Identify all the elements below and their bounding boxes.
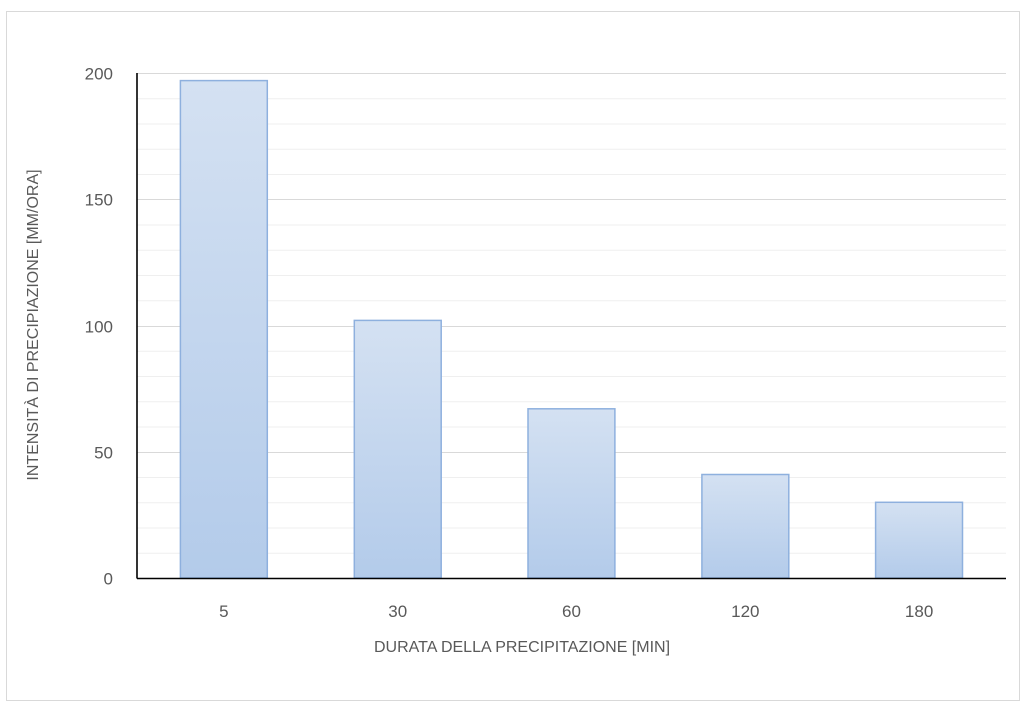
y-tick-label: 150 <box>85 191 113 210</box>
x-tick-label: 5 <box>219 602 228 621</box>
y-tick-labels: 0 50 100 150 200 <box>85 65 113 589</box>
bar <box>527 408 616 579</box>
y-tick-label: 100 <box>85 318 113 337</box>
bar <box>874 501 964 579</box>
x-tick-label: 60 <box>562 602 581 621</box>
bar <box>701 473 790 579</box>
x-tick-label: 120 <box>731 602 759 621</box>
y-axis-title: INTENSITÀ DI PRECIPIAZIONE [MM/ORA] <box>23 169 42 480</box>
bars <box>179 79 964 579</box>
y-tick-label: 0 <box>104 570 113 589</box>
x-tick-label: 180 <box>905 602 933 621</box>
gridlines <box>137 73 1006 554</box>
x-axis-title: DURATA DELLA PRECIPITAZIONE [MIN] <box>374 639 670 656</box>
axes <box>136 73 1006 580</box>
bar <box>353 319 442 579</box>
chart-frame <box>6 11 1020 701</box>
x-tick-labels: 5 30 60 120 180 <box>219 602 933 621</box>
bar-chart: 0 50 100 150 200 5 30 60 120 180 DURATA DELLA PR… <box>23 65 1006 656</box>
x-tick-label: 30 <box>388 602 407 621</box>
bar <box>179 79 269 579</box>
y-tick-label: 50 <box>94 444 113 463</box>
y-tick-label: 200 <box>85 65 113 84</box>
